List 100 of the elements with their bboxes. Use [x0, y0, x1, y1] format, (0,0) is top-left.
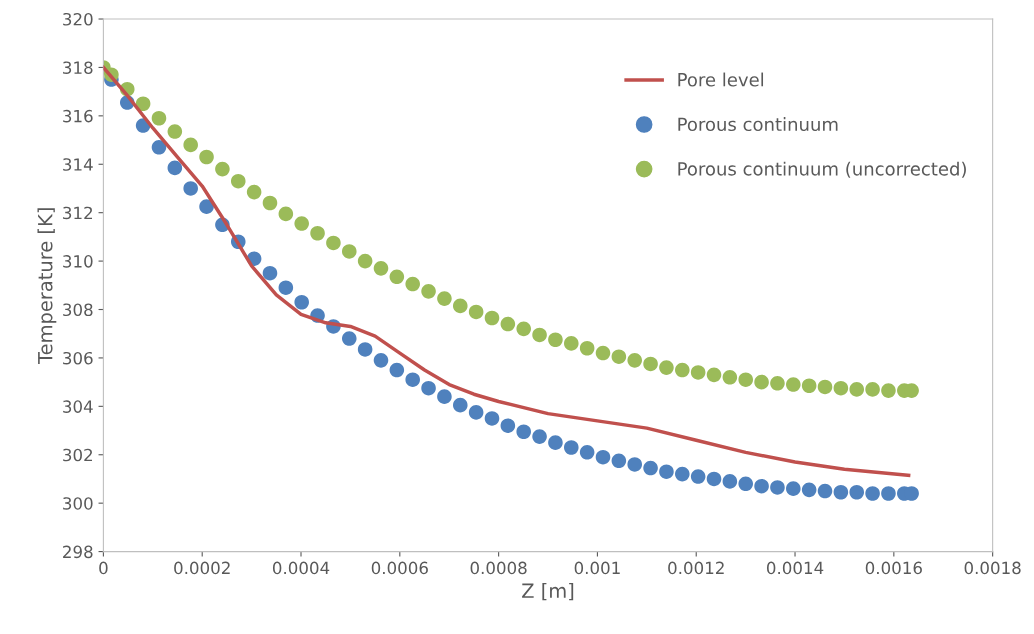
x-tick-label: 0.0002 — [174, 561, 230, 575]
point — [437, 389, 452, 404]
x-tick-label: 0 — [99, 561, 108, 575]
point — [801, 482, 817, 498]
point — [246, 184, 262, 200]
y-tick-label: 318 — [63, 61, 93, 74]
point — [865, 382, 880, 397]
point — [833, 380, 849, 396]
point — [690, 469, 706, 484]
x-tick-label: 0.0018 — [964, 561, 1021, 575]
y-tick-label: 314 — [63, 158, 93, 171]
point — [167, 160, 183, 176]
point — [151, 140, 167, 155]
point — [881, 486, 896, 501]
point — [754, 374, 769, 390]
point — [468, 304, 484, 320]
point — [627, 457, 642, 472]
point — [786, 377, 801, 392]
point — [278, 280, 294, 295]
point — [437, 291, 452, 306]
point — [595, 449, 611, 465]
x-tick-label: 0.0004 — [272, 561, 330, 575]
y-tick-label: 298 — [63, 545, 93, 559]
point — [659, 464, 674, 479]
point — [865, 486, 880, 501]
point — [230, 173, 246, 189]
point — [326, 235, 341, 251]
point — [532, 327, 547, 343]
point — [421, 284, 436, 299]
y-tick-label: 316 — [63, 109, 93, 123]
point — [183, 181, 198, 196]
point — [278, 206, 294, 222]
point — [770, 376, 785, 391]
point — [199, 149, 214, 165]
point — [373, 353, 389, 368]
point — [675, 466, 690, 482]
point — [722, 370, 738, 385]
point — [611, 453, 627, 469]
point — [595, 345, 611, 361]
point — [183, 137, 198, 153]
legend-label: Pore level — [678, 72, 764, 87]
y-tick-label: 308 — [63, 303, 93, 317]
y-tick-label: 300 — [63, 497, 93, 510]
point — [881, 383, 896, 398]
point — [389, 362, 405, 378]
point — [754, 478, 769, 494]
point — [738, 476, 754, 492]
point — [516, 321, 531, 337]
point — [611, 349, 627, 364]
point — [484, 310, 500, 326]
point — [849, 382, 865, 397]
point — [373, 261, 389, 276]
point — [849, 484, 865, 500]
point — [627, 353, 642, 368]
point — [564, 440, 579, 455]
x-tick-label: 0.001 — [574, 561, 620, 575]
point — [294, 294, 309, 310]
y-tick-label: 302 — [63, 448, 93, 462]
x-axis-title: Z [m] — [522, 582, 574, 601]
point — [643, 356, 658, 372]
point — [468, 405, 484, 420]
point — [706, 471, 722, 487]
point — [817, 483, 833, 499]
y-tick-label: 312 — [63, 206, 93, 220]
point — [564, 336, 579, 351]
point — [151, 110, 167, 126]
point — [405, 372, 420, 387]
point — [643, 460, 658, 476]
point — [579, 340, 595, 356]
x-tick-label: 0.0006 — [371, 561, 428, 575]
point — [706, 367, 722, 383]
y-axis-title: Temperature [K] — [37, 208, 57, 364]
point — [770, 480, 785, 495]
point — [548, 332, 563, 348]
point — [357, 253, 373, 269]
point — [310, 225, 325, 241]
point — [500, 316, 516, 332]
point — [262, 195, 278, 211]
point — [357, 342, 373, 357]
point — [215, 161, 230, 177]
y-tick-label: 320 — [63, 12, 93, 26]
point — [453, 397, 468, 413]
point — [801, 378, 817, 394]
point — [389, 269, 405, 285]
point — [199, 199, 214, 214]
x-tick-label: 0.0016 — [865, 561, 922, 575]
point — [786, 481, 801, 496]
point — [341, 331, 357, 346]
x-tick-label: 0.0008 — [470, 561, 527, 575]
point — [690, 365, 706, 380]
point — [532, 429, 547, 444]
point — [405, 276, 420, 292]
point — [341, 244, 357, 259]
point — [484, 411, 500, 426]
x-tick-label: 0.0014 — [766, 561, 824, 575]
y-tick-label: 306 — [63, 351, 93, 365]
point — [262, 265, 278, 281]
point — [675, 362, 690, 378]
point — [167, 124, 183, 139]
legend-label: Porous continuum (uncorrected) — [678, 161, 966, 178]
